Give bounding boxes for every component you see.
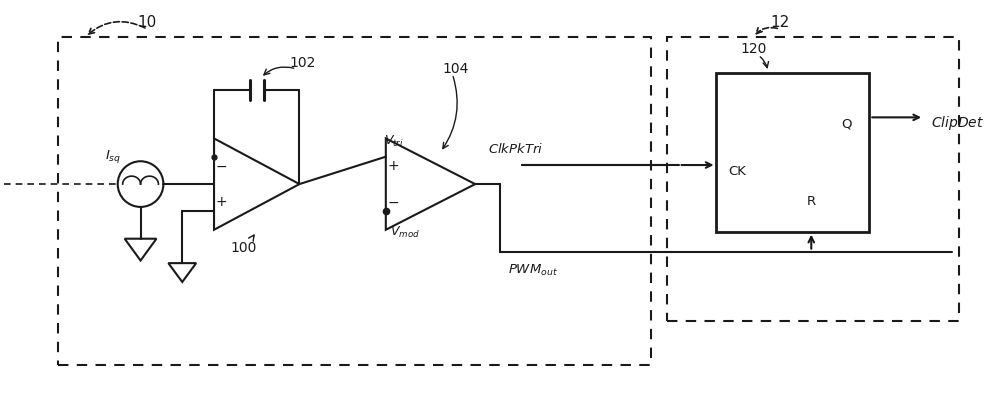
Text: 104: 104 — [442, 62, 469, 76]
Text: $PWM_{out}$: $PWM_{out}$ — [508, 262, 558, 277]
Text: $V_{tri}$: $V_{tri}$ — [384, 134, 404, 149]
Text: 100: 100 — [231, 241, 257, 255]
Text: $+$: $+$ — [387, 159, 399, 173]
Bar — [58, 37, 651, 365]
Text: $+$: $+$ — [215, 195, 227, 209]
Text: 102: 102 — [289, 56, 316, 70]
Text: $ClipDet$: $ClipDet$ — [931, 114, 984, 132]
Text: 12: 12 — [770, 15, 789, 30]
Text: $I_{sq}$: $I_{sq}$ — [105, 149, 121, 165]
Text: 10: 10 — [138, 15, 157, 30]
Text: $V_{mod}$: $V_{mod}$ — [390, 225, 420, 240]
Text: $-$: $-$ — [215, 159, 227, 173]
Text: R: R — [806, 195, 815, 208]
Text: Q: Q — [842, 117, 852, 130]
Text: $ClkPkTri$: $ClkPkTri$ — [488, 142, 544, 156]
Bar — [667, 37, 959, 321]
Text: $-$: $-$ — [387, 195, 399, 209]
Text: 120: 120 — [740, 42, 767, 56]
Text: CK: CK — [728, 165, 746, 178]
Bar — [716, 73, 869, 232]
